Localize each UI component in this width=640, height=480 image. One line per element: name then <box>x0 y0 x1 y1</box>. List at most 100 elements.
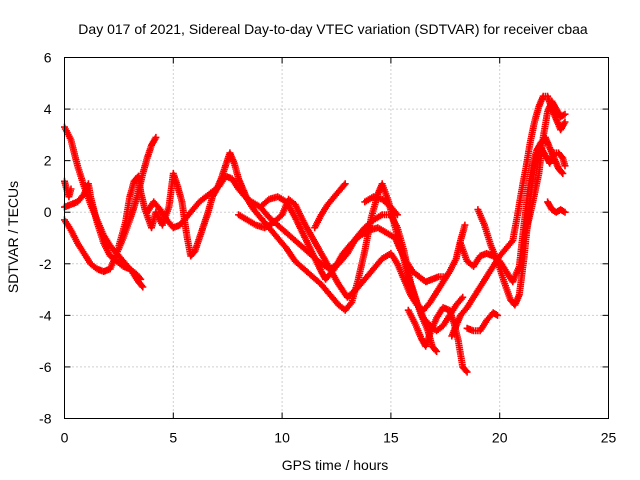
data-marker-group <box>87 193 101 224</box>
data-marker-group <box>483 264 496 281</box>
data-marker-group <box>87 260 99 272</box>
data-marker-group <box>409 268 422 279</box>
x-tick-label: 15 <box>383 430 399 446</box>
y-tick-label: 6 <box>44 50 52 66</box>
data-marker-group <box>561 208 569 216</box>
data-marker-group <box>383 229 397 241</box>
series-track-16 <box>522 97 569 237</box>
data-series <box>61 92 569 376</box>
data-marker-group <box>156 206 170 222</box>
data-marker-group <box>426 290 439 306</box>
data-marker-group <box>283 229 298 243</box>
data-marker-group <box>283 244 298 264</box>
data-marker-group <box>100 239 113 258</box>
data-marker-group <box>115 221 129 250</box>
data-marker-group <box>343 287 359 301</box>
data-marker-group <box>435 273 447 281</box>
data-marker-group <box>139 283 147 291</box>
data-marker-group <box>539 110 551 141</box>
data-marker-group <box>291 257 306 272</box>
data-marker-group <box>459 293 467 301</box>
series-track-11 <box>404 304 471 376</box>
data-marker-group <box>209 184 221 196</box>
data-marker-group <box>476 318 490 335</box>
data-marker-group <box>457 223 468 245</box>
data-marker-group <box>522 203 536 237</box>
data-marker-group <box>509 216 521 245</box>
data-marker-group <box>522 141 534 172</box>
data-marker-group <box>202 189 215 201</box>
data-marker-group <box>463 295 476 312</box>
data-marker-group <box>354 249 368 283</box>
data-marker-group <box>559 170 567 177</box>
data-marker-group <box>539 92 549 100</box>
data-marker-group <box>291 213 307 238</box>
data-marker-group <box>274 193 289 205</box>
y-axis-label: SDTVAR / TECUs <box>5 181 21 293</box>
data-marker-group <box>433 280 446 296</box>
data-marker-group <box>195 194 208 206</box>
data-marker-group <box>361 266 376 283</box>
data-marker-group <box>341 180 349 188</box>
x-tick-label: 25 <box>601 430 617 446</box>
data-marker-group <box>526 120 538 147</box>
data-marker-group <box>235 211 249 223</box>
x-tick-label: 20 <box>492 430 508 446</box>
data-marker-group <box>317 280 333 297</box>
data-marker-group <box>67 136 81 168</box>
data-marker-group <box>461 221 469 229</box>
data-marker-group <box>348 233 363 247</box>
data-marker-group <box>470 327 482 335</box>
data-marker-group <box>93 219 107 245</box>
data-marker-group <box>393 224 407 253</box>
data-marker-group <box>250 206 263 220</box>
data-marker-group <box>317 202 331 219</box>
data-marker-group <box>113 257 126 269</box>
data-marker-group <box>452 295 465 309</box>
data-marker-group <box>106 252 119 264</box>
data-marker-group <box>489 309 500 318</box>
data-marker-group <box>518 167 529 196</box>
data-marker-group <box>152 133 160 141</box>
series-track-4 <box>61 177 75 201</box>
data-marker-group <box>393 211 401 219</box>
data-marker-group <box>441 273 449 281</box>
data-marker-group <box>274 234 289 251</box>
data-marker-group <box>215 174 228 190</box>
plot-frame <box>64 57 609 419</box>
data-marker-group <box>322 266 337 283</box>
data-marker-group <box>420 314 433 328</box>
data-marker-group <box>396 244 409 263</box>
data-marker-group <box>420 300 433 314</box>
y-tick-label: -8 <box>39 411 52 427</box>
data-marker-group <box>513 190 525 221</box>
data-marker-group <box>356 227 371 239</box>
data-marker-group <box>330 251 346 273</box>
data-marker-group <box>291 201 307 225</box>
data-marker-group <box>174 182 185 204</box>
data-marker-group <box>309 250 324 274</box>
data-marker-group <box>339 241 354 257</box>
data-marker-group <box>309 234 324 256</box>
data-marker-group <box>387 211 400 230</box>
data-marker-group <box>182 207 196 221</box>
data-marker-group <box>137 275 145 283</box>
data-marker-group <box>256 197 272 211</box>
data-marker-group <box>300 219 316 240</box>
data-marker-group <box>135 278 146 290</box>
x-axis-label: GPS time / hours <box>282 457 389 473</box>
y-tick-label: 2 <box>44 153 52 169</box>
data-marker-group <box>291 237 306 251</box>
data-marker-group <box>243 216 258 228</box>
data-marker-group <box>67 226 81 245</box>
data-marker-group <box>330 187 343 201</box>
data-marker-group <box>515 259 527 299</box>
data-marker-group <box>67 185 75 193</box>
data-marker-group <box>433 323 445 335</box>
data-marker-group <box>74 162 87 188</box>
data-marker-group <box>557 206 567 215</box>
data-marker-group <box>126 265 139 277</box>
data-marker-group <box>459 363 470 375</box>
data-marker-group <box>341 300 354 314</box>
